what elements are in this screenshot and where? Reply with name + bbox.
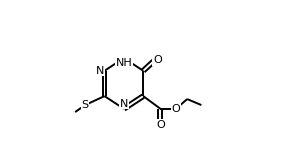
Text: N: N <box>96 66 105 76</box>
Text: S: S <box>82 100 89 110</box>
Text: O: O <box>153 55 162 65</box>
Text: O: O <box>172 104 180 114</box>
Text: N: N <box>120 99 128 109</box>
Text: NH: NH <box>115 58 132 68</box>
Text: O: O <box>156 120 165 130</box>
